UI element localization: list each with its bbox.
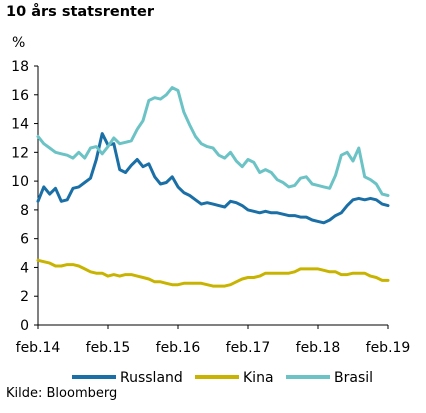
legend-label-russland: Russland: [120, 370, 183, 386]
x-tick-label: feb.14: [16, 340, 61, 356]
series-line-kina: [36, 258, 390, 288]
y-tick-label: 4: [20, 260, 29, 276]
y-tick-label: 16: [11, 88, 29, 104]
y-tick-label: 8: [20, 203, 29, 219]
y-tick-label: 6: [20, 232, 29, 248]
y-tick-label: 12: [11, 145, 29, 161]
chart-title: 10 års statsrenter: [6, 4, 154, 20]
y-tick-label: 0: [20, 318, 29, 334]
x-tick-label: feb.16: [156, 340, 201, 356]
series-group: [36, 86, 390, 288]
x-tick-label: feb.18: [296, 340, 341, 356]
y-axis-label: %: [12, 35, 25, 51]
y-tick-label: 14: [11, 117, 29, 133]
x-tick-label: feb.17: [226, 340, 271, 356]
legend-label-kina: Kina: [243, 370, 274, 386]
series-line-russland: [36, 132, 390, 225]
series-line-brasil: [36, 86, 390, 197]
legend: Russland Kina Brasil: [72, 370, 373, 386]
y-tick-label: 18: [11, 59, 29, 75]
x-tick-label: feb.15: [86, 340, 131, 356]
source-note: Kilde: Bloomberg: [6, 386, 118, 401]
y-tick-label: 10: [11, 174, 29, 190]
y-tick-label: 2: [20, 289, 29, 305]
x-axis: feb.14 feb.15 feb.16 feb.17 feb.18 feb.19: [16, 324, 411, 356]
x-tick-label: feb.19: [366, 340, 411, 356]
y-axis: 0 2 4 6 8 10 12 14 16 18%: [11, 35, 39, 334]
legend-label-brasil: Brasil: [334, 370, 373, 386]
